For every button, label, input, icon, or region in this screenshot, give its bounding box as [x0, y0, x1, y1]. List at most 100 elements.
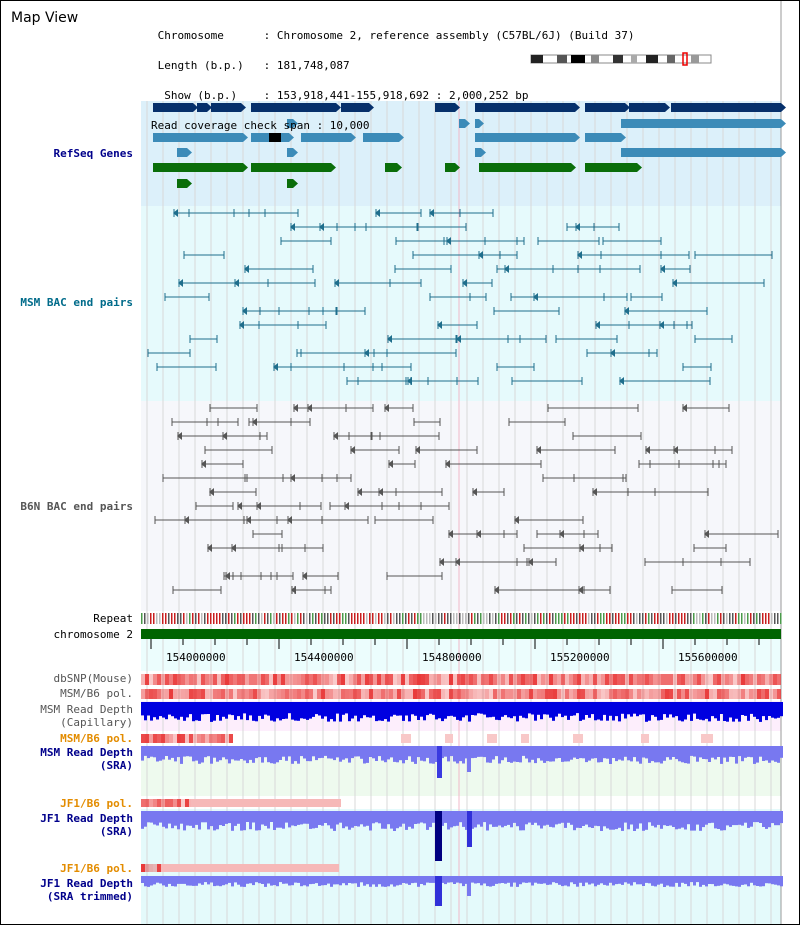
variation-density-cell — [749, 689, 753, 699]
read-depth-bar — [477, 811, 480, 825]
read-depth-bar — [708, 811, 711, 824]
gene-strand-arrow — [187, 148, 192, 157]
repeat-element — [708, 613, 710, 624]
read-depth-bar — [447, 876, 450, 883]
read-depth-bar — [498, 702, 501, 721]
variation-density-cell — [377, 689, 381, 699]
read-depth-bar — [732, 702, 735, 722]
variation-density-cell — [689, 674, 693, 685]
b6n-bac-pair-arrow — [184, 516, 189, 524]
read-depth-bar — [312, 702, 315, 717]
read-depth-bar — [651, 746, 654, 762]
repeat-element — [201, 613, 203, 624]
repeat-element — [756, 613, 758, 624]
read-depth-bar — [567, 876, 570, 887]
track-label-dbsnp: dbSNP(Mouse) — [53, 672, 133, 685]
track-label-refseq[interactable]: RefSeq Genes — [53, 147, 133, 160]
read-depth-bar — [687, 746, 690, 764]
read-depth-bar — [504, 876, 507, 884]
read-depth-bar — [648, 876, 651, 884]
read-depth-bar — [555, 702, 558, 717]
read-depth-bar — [411, 811, 414, 829]
read-depth-bar — [444, 876, 447, 885]
track-label-b6n-bac[interactable]: B6N BAC end pairs — [20, 500, 133, 513]
variation-density-cell — [449, 689, 453, 699]
variation-density-cell — [545, 689, 549, 699]
read-depth-bar — [447, 811, 450, 830]
msm-bac-pair-arrow — [619, 377, 624, 385]
read-depth-bar — [462, 811, 465, 827]
read-depth-bar — [753, 811, 756, 823]
variation-density-cell — [409, 674, 413, 685]
repeat-element — [219, 613, 221, 624]
read-depth-bar — [306, 702, 309, 720]
variation-density-cell — [589, 674, 593, 685]
read-depth-bar — [717, 702, 720, 721]
read-depth-bar — [618, 876, 621, 884]
b6n-bac-pair-arrow — [237, 502, 242, 510]
read-depth-bar — [417, 811, 420, 824]
read-depth-bar — [369, 746, 372, 757]
read-depth-bar — [696, 702, 699, 719]
variation-density-cell — [553, 674, 557, 685]
read-depth-bar — [198, 746, 201, 764]
track-label-msm-bac[interactable]: MSM BAC end pairs — [20, 296, 133, 309]
read-depth-bar — [450, 811, 453, 828]
read-depth-bar — [162, 876, 165, 886]
gene-strand-arrow — [289, 133, 294, 142]
refseq-gene — [621, 119, 781, 128]
variation-density-cell — [469, 674, 473, 685]
repeat-element — [546, 613, 548, 624]
repeat-element — [726, 613, 728, 624]
repeat-element — [426, 613, 428, 624]
read-depth-bar — [765, 746, 768, 761]
read-depth-bar — [642, 702, 645, 715]
read-depth-bar — [192, 702, 195, 722]
variation-density-cell — [201, 734, 205, 743]
read-depth-bar — [261, 876, 264, 884]
b6n-bac-pair-arrow — [357, 488, 362, 496]
read-depth-bar — [738, 811, 741, 825]
variation-density-cell — [401, 734, 411, 743]
read-depth-bar — [165, 746, 168, 756]
read-depth-bar — [621, 746, 624, 761]
msm-bac-pair-arrow — [234, 279, 239, 287]
variation-density-cell — [713, 674, 717, 685]
repeat-element — [162, 613, 164, 624]
read-depth-bar — [579, 746, 582, 759]
read-depth-bar — [675, 876, 678, 883]
read-depth-bar — [147, 811, 150, 823]
read-depth-bar — [171, 702, 174, 717]
read-depth-bar — [153, 746, 156, 758]
read-depth-bar — [489, 876, 492, 887]
read-depth-bar — [189, 746, 192, 757]
read-depth-bar — [207, 811, 210, 830]
variation-density-cell — [333, 689, 337, 699]
track-label-msm-depth-sra-sub: (SRA) — [99, 759, 133, 772]
read-depth-bar — [297, 702, 300, 721]
read-depth-bar — [618, 702, 621, 722]
variation-density-cell — [737, 689, 741, 699]
read-depth-bar — [315, 746, 318, 761]
read-depth-bar — [426, 746, 429, 758]
read-depth-bar — [684, 702, 687, 720]
read-depth-bar — [657, 811, 660, 825]
read-depth-bar — [249, 702, 252, 716]
variation-density-cell — [541, 674, 545, 685]
variation-density-cell — [181, 674, 185, 685]
read-depth-bar — [525, 811, 528, 825]
read-depth-bar — [780, 811, 783, 824]
read-depth-bar — [318, 811, 321, 825]
read-depth-bar — [687, 876, 690, 887]
read-depth-bar — [189, 702, 192, 715]
read-depth-bar — [465, 876, 468, 884]
repeat-element — [474, 613, 476, 624]
read-depth-bar — [228, 746, 231, 764]
read-depth-bar — [711, 746, 714, 758]
read-depth-bar — [582, 811, 585, 826]
read-depth-bar — [771, 746, 774, 761]
read-depth-bar — [168, 746, 171, 760]
read-depth-bar — [171, 811, 174, 829]
b6n-bac-pair-arrow — [476, 530, 481, 538]
